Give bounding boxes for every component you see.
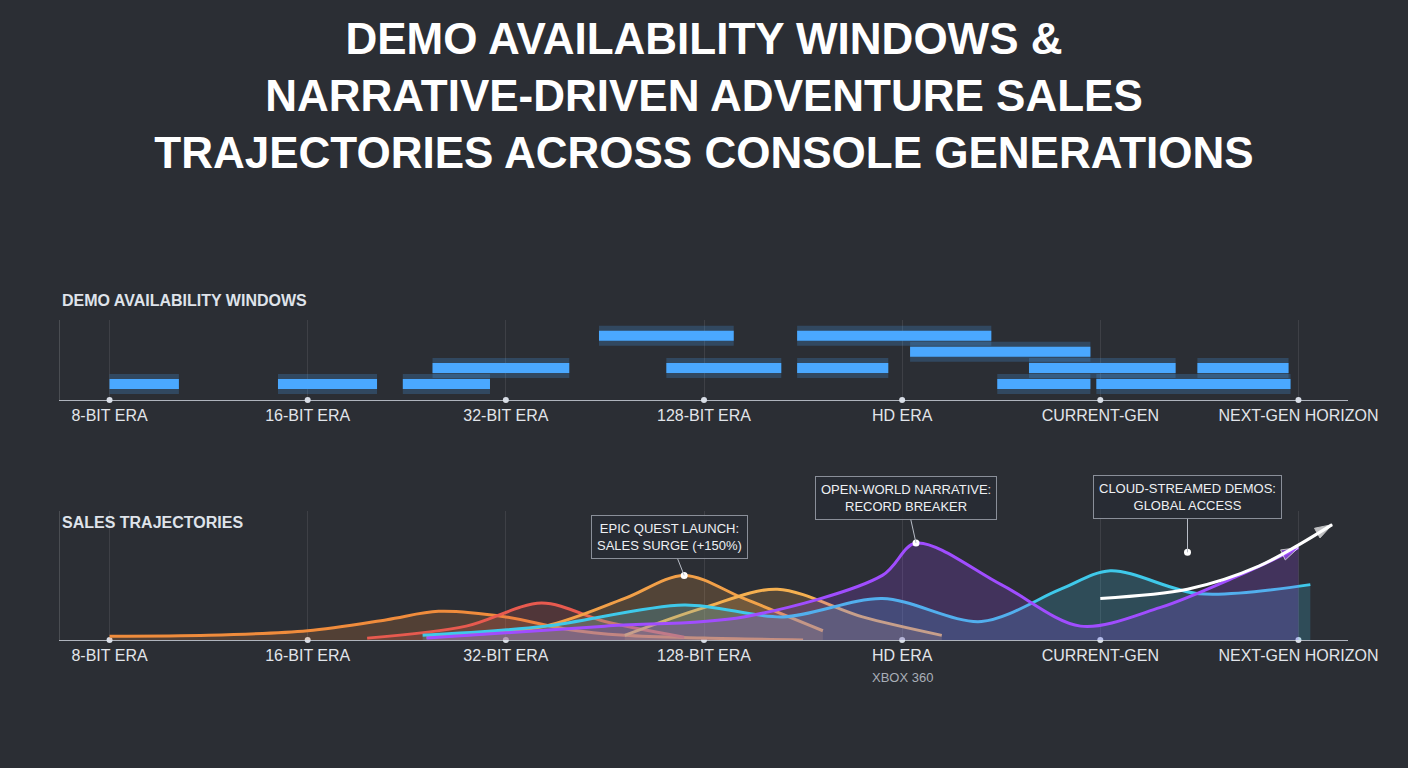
svg-text:128-BIT ERA: 128-BIT ERA [657,647,751,664]
svg-text:16-BIT ERA: 16-BIT ERA [265,647,350,664]
svg-text:128-BIT ERA: 128-BIT ERA [657,407,751,424]
svg-text:8-BIT ERA: 8-BIT ERA [71,407,148,424]
svg-text:OPEN-WORLD NARRATIVE:RECORD BR: OPEN-WORLD NARRATIVE:RECORD BREAKER [821,482,991,514]
svg-text:DEMO AVAILABILITY WINDOWS &NAR: DEMO AVAILABILITY WINDOWS &NARRATIVE-DRI… [154,14,1253,177]
svg-text:CURRENT-GEN: CURRENT-GEN [1042,407,1159,424]
svg-text:NEXT-GEN HORIZON: NEXT-GEN HORIZON [1218,647,1378,664]
svg-text:NEXT-GEN HORIZON: NEXT-GEN HORIZON [1218,407,1378,424]
svg-text:CLOUD-STREAMED DEMOS:GLOBAL AC: CLOUD-STREAMED DEMOS:GLOBAL ACCESS [1099,481,1276,513]
svg-text:8-BIT ERA: 8-BIT ERA [71,647,148,664]
svg-text:DEMO AVAILABILITY WINDOWS: DEMO AVAILABILITY WINDOWS [62,292,307,309]
svg-text:32-BIT ERA: 32-BIT ERA [463,407,548,424]
svg-text:XBOX 360: XBOX 360 [872,670,933,685]
svg-text:HD ERA: HD ERA [872,407,933,424]
svg-text:CURRENT-GEN: CURRENT-GEN [1042,647,1159,664]
svg-text:16-BIT ERA: 16-BIT ERA [265,407,350,424]
svg-text:32-BIT ERA: 32-BIT ERA [463,647,548,664]
svg-text:SALES TRAJECTORIES: SALES TRAJECTORIES [62,514,243,531]
svg-text:HD ERA: HD ERA [872,647,933,664]
svg-text:EPIC QUEST LAUNCH:SALES SURGE: EPIC QUEST LAUNCH:SALES SURGE (+150%) [597,521,742,553]
